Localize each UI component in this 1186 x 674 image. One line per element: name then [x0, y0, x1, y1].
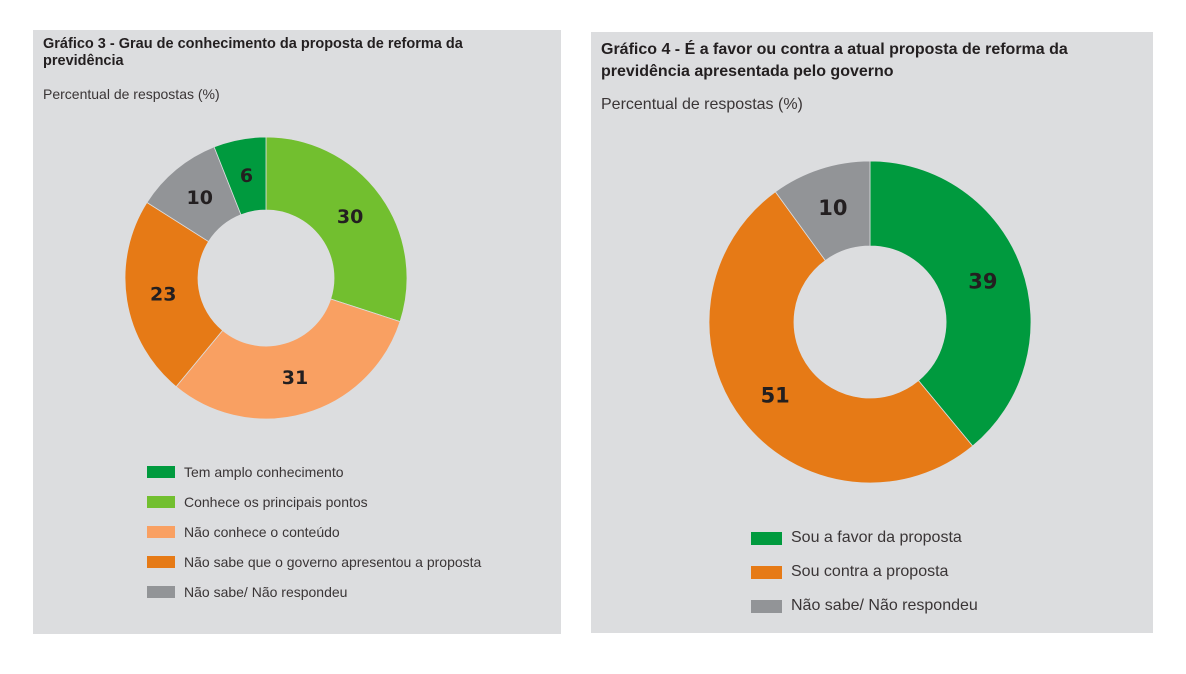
- legend-label: Sou contra a proposta: [791, 563, 949, 580]
- legend-swatch: [751, 599, 782, 613]
- chart-subtitle: Percentual de respostas (%): [601, 96, 803, 113]
- legend-item-sou-contra-a-proposta: Sou contra a proposta: [751, 555, 978, 589]
- donut-chart: 30 31 23 10 6: [124, 136, 408, 420]
- slice-value-label: 31: [282, 367, 308, 389]
- legend-label: Não conhece o conteúdo: [184, 524, 340, 540]
- slice-value-label: 10: [186, 187, 212, 209]
- chart-legend: Sou a favor da proposta Sou contra a prop…: [751, 521, 978, 623]
- chart-subtitle: Percentual de respostas (%): [43, 86, 220, 102]
- donut-hole: [198, 210, 334, 346]
- chart-panel-grafico-4: Gráfico 4 - É a favor ou contra a atual …: [591, 32, 1153, 633]
- donut-hole: [794, 246, 946, 398]
- slice-value-label: 23: [150, 283, 176, 305]
- legend-swatch: [147, 586, 175, 598]
- legend-swatch: [751, 565, 782, 579]
- legend-item-nao-conhece-o-conteudo: Não conhece o conteúdo: [147, 517, 481, 547]
- slice-value-label: 10: [818, 196, 847, 220]
- slice-nao-conhece-o-conteudo: [175, 298, 401, 420]
- legend-swatch: [147, 526, 175, 538]
- legend-item-conhece-os-principais-pontos: Conhece os principais pontos: [147, 487, 481, 517]
- legend-item-sou-a-favor-da-proposta: Sou a favor da proposta: [751, 521, 978, 555]
- slice-value-label: 39: [968, 269, 997, 293]
- slice-value-label: 30: [337, 206, 363, 228]
- legend-label: Não sabe/ Não respondeu: [184, 584, 348, 600]
- slice-value-label: 6: [240, 165, 253, 187]
- legend-swatch: [147, 556, 175, 568]
- legend-item-nao-sabe-nao-respondeu: Não sabe/ Não respondeu: [751, 589, 978, 623]
- legend-item-nao-sabe-nao-respondeu: Não sabe/ Não respondeu: [147, 577, 481, 607]
- chart-title: Gráfico 3 - Grau de conhecimento da prop…: [43, 36, 463, 69]
- slice-value-label: 51: [761, 384, 790, 408]
- legend-label: Sou a favor da proposta: [791, 529, 962, 546]
- legend-label: Tem amplo conhecimento: [184, 464, 344, 480]
- legend-label: Não sabe que o governo apresentou a prop…: [184, 554, 482, 570]
- legend-swatch: [751, 531, 782, 545]
- chart-panel-grafico-3: Gráfico 3 - Grau de conhecimento da prop…: [33, 30, 561, 634]
- legend-label: Conhece os principais pontos: [184, 494, 368, 510]
- chart-title: Gráfico 4 - É a favor ou contra a atual …: [601, 41, 1068, 80]
- legend-label: Não sabe/ Não respondeu: [791, 597, 978, 614]
- legend-swatch: [147, 496, 175, 508]
- legend-item-tem-amplo-conhecimento: Tem amplo conhecimento: [147, 457, 481, 487]
- legend-swatch: [147, 466, 175, 478]
- legend-item-nao-sabe-que-o-governo-apresentou-a-proposta: Não sabe que o governo apresentou a prop…: [147, 547, 481, 577]
- donut-chart: 39 51 10: [708, 160, 1032, 484]
- chart-legend: Tem amplo conhecimento Conhece os princip…: [147, 457, 481, 607]
